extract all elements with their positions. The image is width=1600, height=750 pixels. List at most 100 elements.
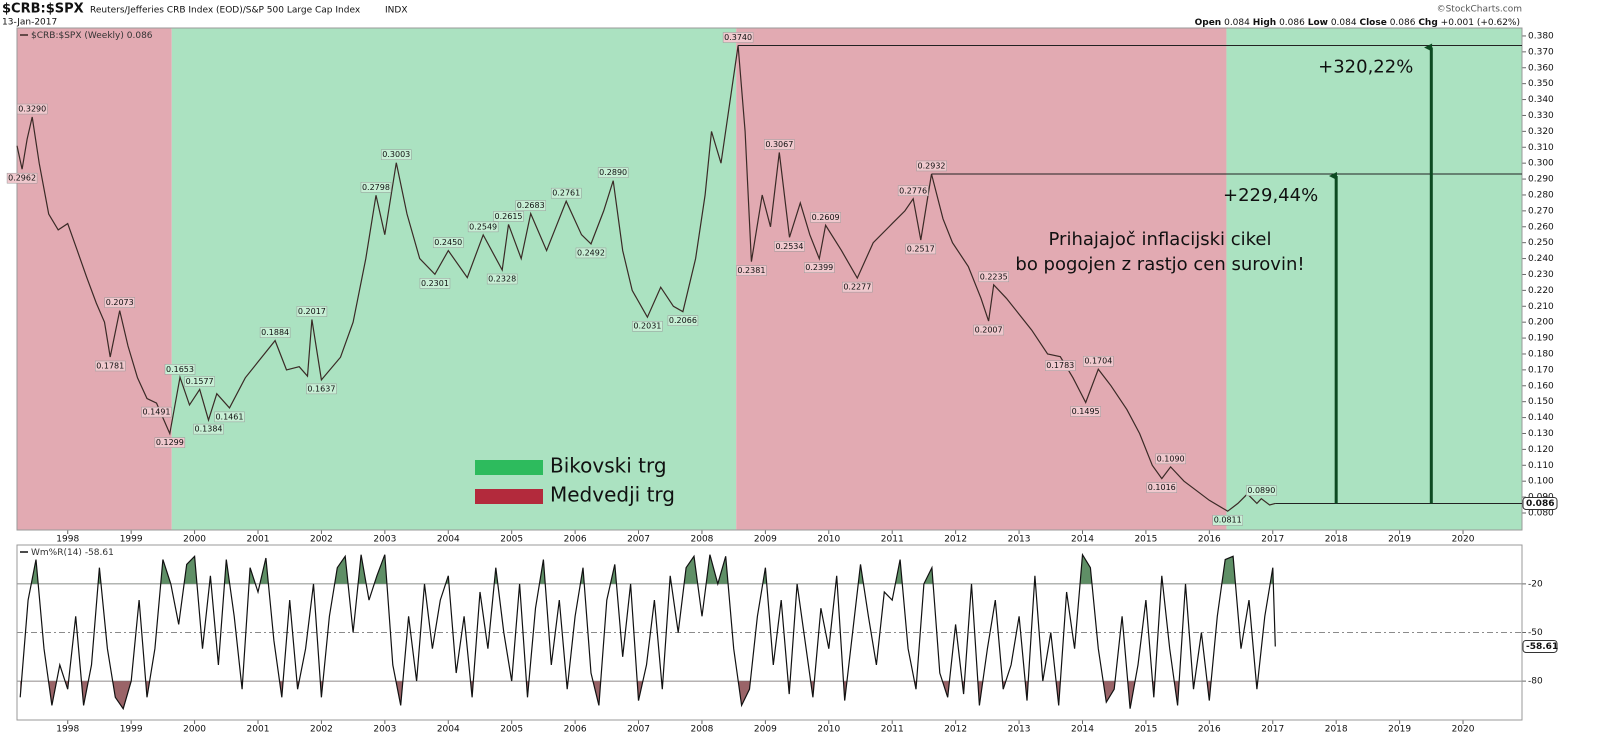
last-value-badge xyxy=(1522,496,1558,510)
x-tick-label: 2010 xyxy=(817,535,840,545)
value-label: 0.1783 xyxy=(1046,361,1074,370)
value-label: 0.2890 xyxy=(599,168,627,177)
value-label: 0.1461 xyxy=(215,412,243,421)
quote-part: 0.086 xyxy=(1279,18,1305,28)
value-label-box xyxy=(141,406,172,418)
x-tick-label: 2006 xyxy=(564,725,587,735)
x-tick-label: 2002 xyxy=(310,725,333,735)
quote-part: 0.084 xyxy=(1224,18,1250,28)
value-label: 0.2235 xyxy=(980,272,1008,281)
x-tick-label: 2012 xyxy=(944,535,967,545)
value-label-box xyxy=(632,320,663,332)
y-tick-label: 0.370 xyxy=(1528,47,1554,57)
x-tick-label: 2011 xyxy=(881,725,904,735)
value-label: 0.2277 xyxy=(843,283,871,292)
quote-part: Open xyxy=(1195,18,1222,28)
value-label-box xyxy=(296,306,328,317)
x-tick-label: 2001 xyxy=(247,725,270,735)
x-tick-label: 2020 xyxy=(1452,535,1475,545)
x-tick-label: 2013 xyxy=(1008,535,1031,545)
last-value-label: -58.61 xyxy=(1526,642,1558,652)
value-label: 0.2549 xyxy=(469,222,497,231)
value-label: 0.2073 xyxy=(106,298,134,307)
value-label: 0.1384 xyxy=(195,425,223,434)
legend-part: -58.61 xyxy=(85,548,114,558)
x-tick-label: 2012 xyxy=(944,725,967,735)
value-label-box xyxy=(764,139,795,150)
x-tick-label: 2018 xyxy=(1325,535,1348,545)
value-label-box xyxy=(810,212,841,223)
value-label-box xyxy=(905,243,937,255)
value-label: 0.1491 xyxy=(143,408,171,417)
value-label: 0.1577 xyxy=(186,377,214,386)
value-label-box xyxy=(154,437,186,448)
arrow-label: +229,44% xyxy=(1223,185,1318,206)
x-tick-label: 2005 xyxy=(500,725,523,735)
x-tick-label: 2008 xyxy=(691,725,714,735)
y-tick-label: -50 xyxy=(1528,628,1543,638)
y-tick-label: 0.100 xyxy=(1528,477,1554,487)
x-tick-label: 2019 xyxy=(1388,535,1411,545)
value-label: 0.2517 xyxy=(907,244,935,253)
x-tick-label: 2015 xyxy=(1134,725,1157,735)
value-label: 0.2683 xyxy=(517,201,545,210)
y-tick-label: 0.290 xyxy=(1528,175,1554,185)
x-tick-label: 2007 xyxy=(627,535,650,545)
value-label-box xyxy=(164,364,196,375)
value-label-box xyxy=(1146,482,1178,493)
x-tick-label: 2019 xyxy=(1388,725,1411,735)
value-label-box xyxy=(575,247,607,259)
x-tick-label: 2014 xyxy=(1071,725,1094,735)
value-label-box xyxy=(1246,485,1277,496)
x-tick-label: 2003 xyxy=(373,725,396,735)
value-label: 0.1637 xyxy=(307,384,335,393)
x-tick-label: 1998 xyxy=(56,535,79,545)
quote-part: Close xyxy=(1359,18,1386,28)
value-label: 0.2381 xyxy=(737,266,765,275)
y-tick-label: 0.240 xyxy=(1528,254,1554,264)
x-tick-label: 2000 xyxy=(183,725,206,735)
value-label-box xyxy=(16,103,48,115)
region xyxy=(1226,28,1522,530)
value-label: 0.2761 xyxy=(552,189,580,198)
value-label: 0.2301 xyxy=(421,279,449,288)
y-tick-label: 0.350 xyxy=(1528,79,1554,89)
value-label: 0.1653 xyxy=(166,365,194,374)
y-tick-label: 0.310 xyxy=(1528,143,1554,153)
exchange: INDX xyxy=(385,6,407,16)
x-tick-label: 2011 xyxy=(881,535,904,545)
quote: Open 0.084 High 0.086 Low 0.084 Close 0.… xyxy=(1195,18,1520,28)
value-label-box xyxy=(259,327,291,338)
date: 13-Jan-2017 xyxy=(2,18,57,28)
plot-border xyxy=(16,27,1523,531)
y-tick-label: 0.270 xyxy=(1528,206,1554,216)
x-tick-label: 2001 xyxy=(247,535,270,545)
x-tick-label: 2015 xyxy=(1134,535,1157,545)
value-label: 0.0811 xyxy=(1214,516,1242,525)
note: bo pogojen z rastjo cen surovin! xyxy=(1015,254,1304,275)
quote-part: Chg xyxy=(1418,18,1437,28)
value-label-box xyxy=(916,160,947,172)
value-label-box xyxy=(973,324,1004,336)
legend-swatch xyxy=(475,489,543,504)
x-tick-label: 2005 xyxy=(500,535,523,545)
x-tick-label: 2013 xyxy=(1008,725,1031,735)
value-label: 0.2017 xyxy=(298,307,326,316)
value-label: 0.2450 xyxy=(434,238,462,247)
value-label: 0.2007 xyxy=(975,326,1003,335)
y-tick-label: 0.140 xyxy=(1528,413,1554,423)
value-label: 0.3740 xyxy=(724,33,752,42)
y-tick-label: 0.220 xyxy=(1528,286,1554,296)
y-tick-label: 0.200 xyxy=(1528,318,1554,328)
value-label: 0.2962 xyxy=(8,174,36,183)
series-line xyxy=(19,552,1276,711)
x-tick-label: 1998 xyxy=(56,725,79,735)
legend-swatch xyxy=(475,460,543,475)
y-tick-label: 0.230 xyxy=(1528,270,1554,280)
value-label-box xyxy=(1155,453,1186,465)
value-label-box xyxy=(486,273,518,285)
value-label: 0.2776 xyxy=(899,186,927,195)
y-tick-label: -20 xyxy=(1528,579,1543,589)
legend-label: Medvedji trg xyxy=(550,483,675,507)
value-label-box xyxy=(493,211,524,222)
